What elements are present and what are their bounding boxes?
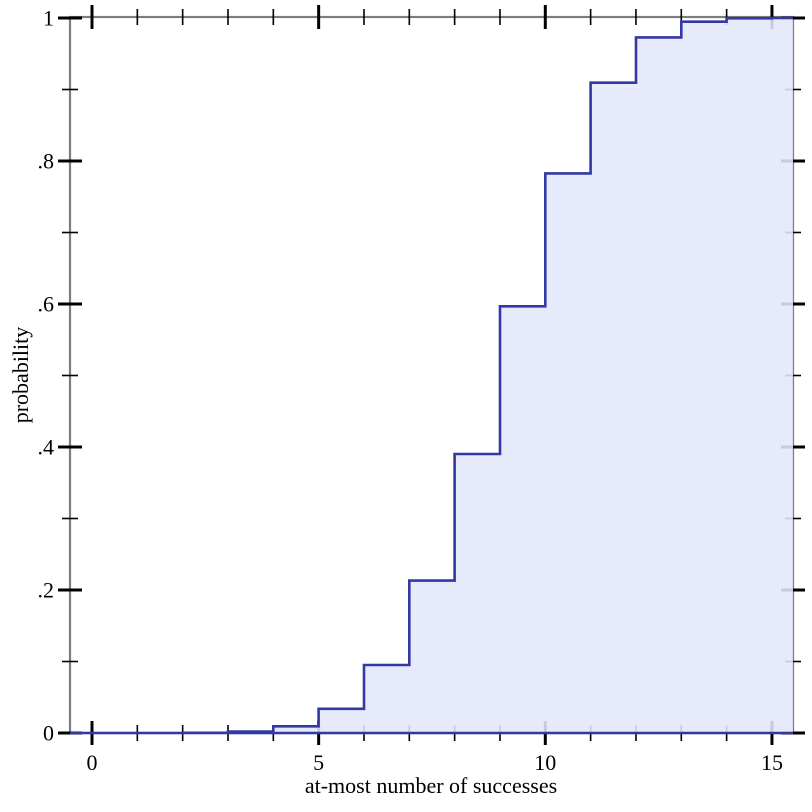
cdf-area-fill (70, 18, 793, 733)
y-axis-title: probability (8, 326, 33, 424)
x-axis-title: at-most number of successes (304, 773, 558, 798)
x-tick-label: 0 (87, 750, 98, 775)
y-tick-label: .4 (38, 435, 55, 460)
x-tick-label: 10 (534, 750, 556, 775)
y-tick-label: .2 (38, 578, 55, 603)
y-tick-label: 0 (43, 721, 54, 746)
x-tick-label: 5 (313, 750, 324, 775)
y-tick-label: .8 (38, 149, 55, 174)
y-tick-label: .6 (38, 292, 55, 317)
x-tick-label: 15 (761, 750, 783, 775)
y-tick-label: 1 (43, 6, 54, 31)
cdf-step-line (70, 16, 793, 735)
